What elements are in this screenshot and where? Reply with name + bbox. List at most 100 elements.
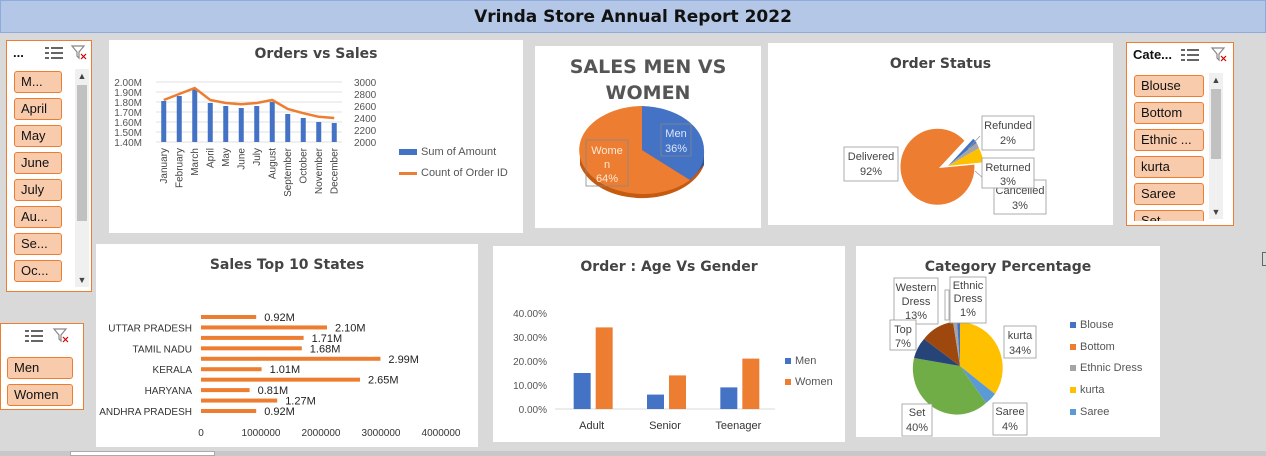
cat-label-western-1: Western [896,282,937,294]
gender-slicer[interactable]: Men Women [0,323,84,410]
bar-sum-of-amount [176,96,182,142]
scroll-up-icon[interactable]: ▲ [1211,75,1221,85]
pie-label-women-2: n [604,159,610,171]
left-axis-tick: 1.50M [114,128,142,139]
cat-label-kurta: kurta [1008,330,1033,342]
scroll-down-icon[interactable]: ▼ [77,275,87,285]
clear-filter-icon[interactable] [1210,46,1227,62]
status-label-returned: Returned [985,162,1030,174]
slicer-item-category[interactable]: Ethnic ... [1134,129,1204,151]
scroll-down-icon[interactable]: ▼ [1211,207,1221,217]
report-title: Vrinda Store Annual Report 2022 [474,6,792,27]
slicer-item-month[interactable]: June [14,152,62,174]
x-axis-tick: January [159,148,170,184]
x-axis-tick: 3000000 [362,428,401,439]
slicer-item-month[interactable]: M... [14,71,62,93]
age-gender-chart[interactable]: Order : Age Vs Gender 40.00% 30.00% 20.00%… [493,246,845,442]
pie-slice-blouse [957,320,960,366]
cat-label-top: Top [894,324,912,336]
bar-data-label: 1.68M [310,343,341,355]
bar-sum-of-amount [300,118,306,142]
pie-slice-returned [948,142,979,166]
left-axis-tick: 1.40M [114,138,142,149]
slicer-item-category[interactable]: Saree [1134,183,1204,205]
status-label-returned-pct: 3% [1000,176,1016,188]
bar-state [201,409,257,413]
x-axis-tick: 4000000 [422,428,461,439]
slicer-item-category[interactable]: Set [1134,210,1204,221]
sheet-edge-marker [1262,252,1266,266]
month-slicer-scrollbar[interactable]: ▲ ▼ [75,69,89,287]
top-states-chart[interactable]: Sales Top 10 States 0.92M 2.10M UTTAR PRAD… [96,244,478,447]
bar-data-label: 1.27M [285,396,316,408]
month-slicer[interactable]: ... M... April May June July Au... Se... Oc... … [6,40,92,292]
sheet-tab-active[interactable] [70,451,215,456]
x-axis-tick: 2000000 [302,428,341,439]
pie-slice-refunded [948,138,977,166]
multi-select-icon[interactable] [45,44,63,60]
order-status-chart[interactable]: Order Status Delivered 92% Refunded 2% C… [768,43,1113,225]
status-label-delivered: Delivered [848,151,894,163]
y-axis-tick: 30.00% [513,333,547,344]
x-axis-tick: Teenager [715,420,761,432]
y-axis-tick: UTTAR PRADESH [108,323,192,334]
pie-label-women-1: Wome [591,145,623,157]
scroll-up-icon[interactable]: ▲ [77,71,87,81]
right-axis-tick: 3000 [354,78,377,89]
legend-bottom: Bottom [1070,341,1115,353]
bar-sum-of-amount [331,123,337,142]
slicer-item-month[interactable]: May [14,125,62,147]
pie-slice-men [642,106,705,180]
bar-men [573,373,591,409]
clear-filter-icon[interactable] [52,327,69,343]
legend-kurta: kurta [1070,384,1104,396]
slicer-item-men[interactable]: Men [7,357,73,379]
slicer-item-month[interactable]: July [14,179,62,201]
multi-select-icon[interactable] [25,327,43,343]
slicer-item-month[interactable]: Se... [14,233,62,255]
chart-title: Order Status [889,56,992,72]
slicer-item-month[interactable]: Au... [14,206,62,228]
left-axis-tick: 1.70M [114,108,142,119]
chart-title: Order : Age Vs Gender [580,259,758,275]
cat-label-ethnic-2: Dress [954,293,983,305]
bar-state [201,315,257,319]
cat-label-saree-pct: 4% [1002,421,1018,433]
age-gender-plot: 40.00% 30.00% 20.00% 10.00% 0.00% Adult Senior… [513,309,775,432]
legend-sum-of-amount: Sum of Amount [399,146,496,158]
slicer-item-month[interactable]: Oc... [14,260,62,282]
slicer-item-category[interactable]: kurta [1134,156,1204,178]
pie-slice-ethnic [953,321,960,366]
x-axis-tick: February [174,148,185,188]
slicer-item-women[interactable]: Women [7,384,73,406]
bar-men [647,394,664,409]
y-axis-tick: HARYANA [145,386,193,397]
month-slicer-header: ... [13,45,24,60]
sheet-tabs[interactable] [0,451,1266,456]
bar-state [201,346,302,351]
orders-vs-sales-chart[interactable]: Orders vs Sales 2.00M 1.90M 1.80M 1.70M 1.60… [109,40,523,233]
category-pie: Western Dress 13% Ethnic Dress 1% Top 7%… [889,276,1037,437]
slicer-item-month[interactable]: April [14,98,62,120]
bar-women [595,327,613,409]
bar-state [201,356,381,361]
right-axis-tick: 2200 [354,126,377,137]
sales-men-women-chart[interactable]: SALES MEN VS WOMEN Men 36% Wome n 64% [535,46,761,228]
category-slicer-scrollbar[interactable]: ▲ ▼ [1209,73,1223,219]
clear-filter-icon[interactable] [70,44,87,60]
bar-state [201,335,304,340]
slicer-item-category[interactable]: Bottom [1134,102,1204,124]
bar-data-label: 0.81M [258,385,289,397]
pie-slice-set [912,358,986,415]
pie-slice-saree [960,366,995,403]
category-slicer[interactable]: Cate... Blouse Bottom Ethnic ... kurta Saree… [1126,42,1234,226]
bar-sum-of-amount [316,122,322,142]
bar-data-label: 1.01M [270,364,301,376]
category-percentage-chart[interactable]: Category Percentage Western Dress 13% Et… [856,246,1160,437]
right-axis-tick: 2600 [354,102,377,113]
slicer-item-category[interactable]: Blouse [1134,75,1204,97]
chart-title: Sales Top 10 States [209,257,365,273]
bar-sum-of-amount [223,106,229,142]
x-axis-tick: May [221,148,232,167]
multi-select-icon[interactable] [1181,46,1199,62]
